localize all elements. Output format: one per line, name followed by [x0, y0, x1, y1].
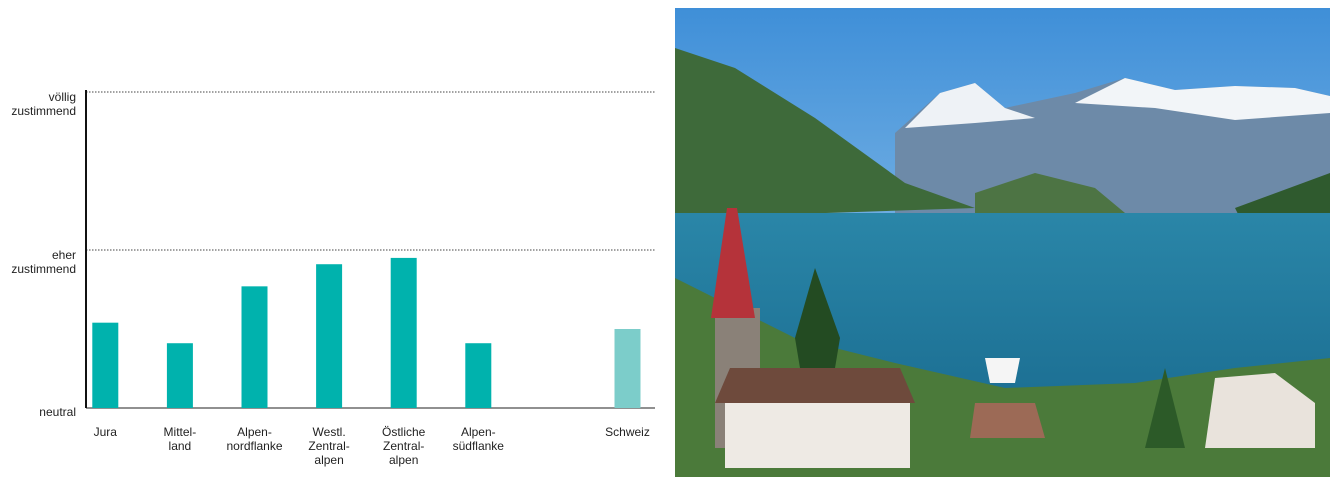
bar [241, 286, 268, 408]
y-tick-label: neutral [39, 405, 76, 419]
y-tick-label: eher zustimmend [11, 248, 76, 276]
x-tick-label: Westl. Zentral- alpen [308, 425, 350, 467]
x-tick-label: Jura [93, 425, 117, 439]
bar [614, 329, 641, 408]
x-tick-label: Mittel- land [163, 425, 197, 453]
chart [85, 90, 655, 409]
x-tick-label: Alpen- südflanke [452, 425, 504, 453]
bar [166, 343, 193, 408]
x-tick-label: Alpen- nordflanke [226, 425, 283, 453]
landscape-photo [675, 8, 1330, 477]
bar [316, 264, 343, 408]
bar [465, 343, 492, 408]
bar [92, 322, 119, 408]
x-tick-label: Schweiz [605, 425, 650, 439]
x-tick-label: Östliche Zentral- alpen [382, 425, 426, 467]
bar [390, 257, 417, 408]
y-tick-label: völlig zustimmend [11, 90, 76, 118]
